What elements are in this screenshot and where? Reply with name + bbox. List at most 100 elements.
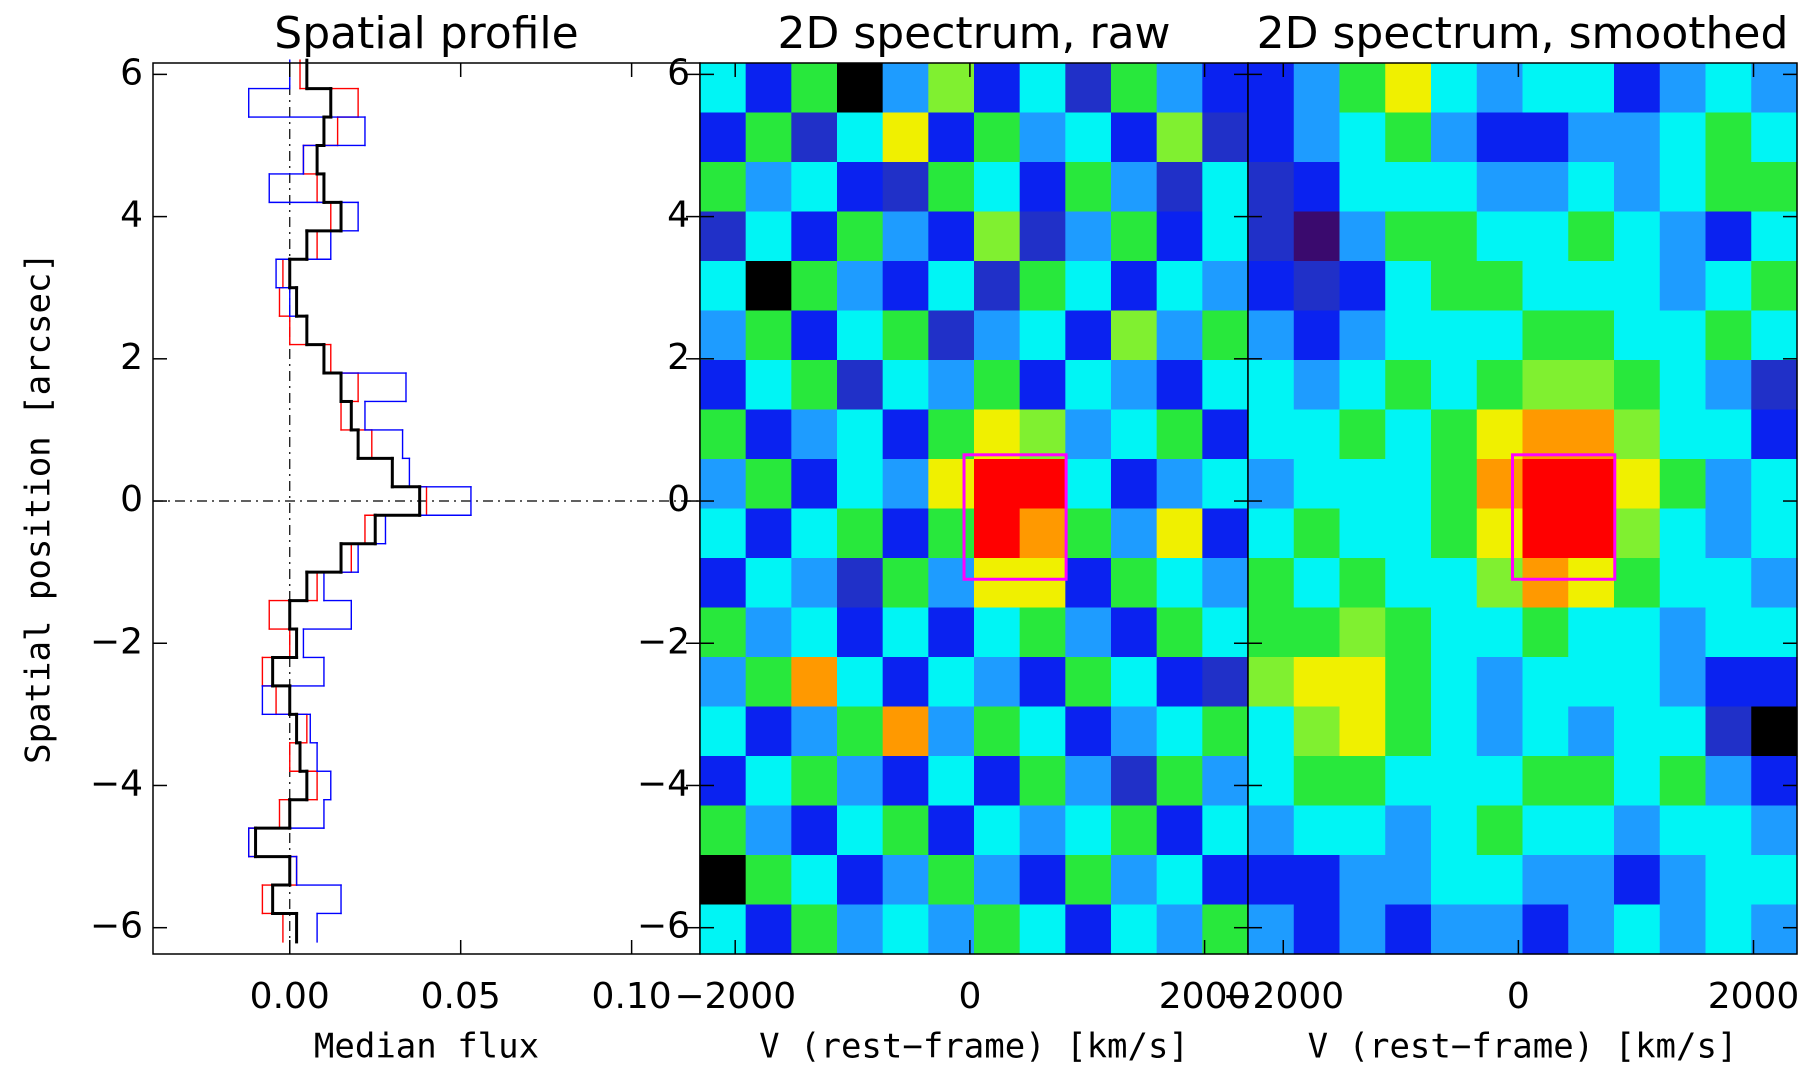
heatmap-cell xyxy=(1293,607,1341,658)
heatmap-cell xyxy=(1019,310,1066,361)
heatmap-cell xyxy=(1065,904,1112,955)
heatmap-cell xyxy=(1659,558,1707,609)
heatmap-cell xyxy=(1248,162,1295,213)
heatmap-cell xyxy=(837,459,884,510)
heatmap-cell xyxy=(928,904,975,955)
heatmap-cell xyxy=(1385,112,1432,163)
heatmap-cell xyxy=(882,756,929,807)
heatmap-cell xyxy=(1431,657,1478,708)
heatmap-cell xyxy=(1019,756,1066,807)
heatmap-cell xyxy=(745,657,792,708)
x-tick-label: 0.00 xyxy=(250,976,330,1017)
heatmap-cell xyxy=(837,261,884,312)
heatmap-cell xyxy=(700,211,747,262)
heatmap-cell xyxy=(1751,607,1798,658)
heatmap-cell xyxy=(1476,162,1524,213)
heatmap-cell xyxy=(1568,805,1615,856)
heatmap-cell xyxy=(928,607,975,658)
heatmap-cell xyxy=(1248,607,1295,658)
heatmap-cell xyxy=(1156,360,1203,411)
heatmap-cell xyxy=(837,756,884,807)
highlight-box xyxy=(962,453,1068,581)
heatmap-cell xyxy=(1568,756,1615,807)
heatmap-cell xyxy=(1705,558,1752,609)
heatmap-cell xyxy=(1111,855,1158,906)
heatmap-cell xyxy=(1293,459,1341,510)
heatmap-cell xyxy=(1293,310,1341,361)
heatmap-cell xyxy=(1065,409,1112,460)
heatmap-cell xyxy=(1248,360,1295,411)
heatmap-cell xyxy=(1522,558,1569,609)
heatmap-cell xyxy=(1476,855,1524,906)
heatmap-cell xyxy=(1202,360,1249,411)
heatmap-cell xyxy=(1705,360,1752,411)
heatmap-cell xyxy=(700,805,747,856)
heatmap-cell xyxy=(1614,459,1661,510)
heatmap-cell xyxy=(1476,112,1524,163)
heatmap-cell xyxy=(791,211,838,262)
heatmap-cell xyxy=(791,558,838,609)
heatmap-cell xyxy=(1019,211,1066,262)
heatmap-cell xyxy=(791,904,838,955)
heatmap-cell xyxy=(1065,706,1112,757)
heatmap-cell xyxy=(1156,904,1203,955)
heatmap-cell xyxy=(791,607,838,658)
heatmap-cell xyxy=(1659,607,1707,658)
panel-title: Spatial profile xyxy=(274,8,578,59)
heatmap-cell xyxy=(1065,459,1112,510)
heatmap-cell xyxy=(1385,805,1432,856)
heatmap-cell xyxy=(1568,162,1615,213)
heatmap-cell xyxy=(1522,360,1569,411)
heatmap-cell xyxy=(1248,657,1295,708)
heatmap-cell xyxy=(1293,904,1341,955)
heatmap-cell xyxy=(974,63,1021,114)
heatmap-cell xyxy=(745,706,792,757)
heatmap-cell xyxy=(1614,805,1661,856)
heatmap-cell xyxy=(928,63,975,114)
heatmap-cell xyxy=(700,607,747,658)
heatmap-cell xyxy=(1293,706,1341,757)
heatmap-cell xyxy=(745,360,792,411)
heatmap-cell xyxy=(1751,310,1798,361)
heatmap-cell xyxy=(974,805,1021,856)
heatmap-cell xyxy=(928,855,975,906)
heatmap-cell xyxy=(1614,360,1661,411)
heatmap-cell xyxy=(882,459,929,510)
heatmap-cell xyxy=(1385,508,1432,559)
heatmap-cell xyxy=(837,162,884,213)
heatmap-cell xyxy=(1614,112,1661,163)
heatmap-cell xyxy=(1705,805,1752,856)
heatmap-cell xyxy=(974,459,1021,510)
heatmap-cell xyxy=(837,63,884,114)
heatmap-cell xyxy=(1705,63,1752,114)
heatmap-cell xyxy=(1385,706,1432,757)
heatmap-cell xyxy=(1339,459,1386,510)
heatmap-cell xyxy=(1476,409,1524,460)
heatmap-cell xyxy=(1156,657,1203,708)
heatmap-cell xyxy=(1065,63,1112,114)
heatmap-cell xyxy=(1339,756,1386,807)
heatmap-cell xyxy=(1476,310,1524,361)
heatmap-cell xyxy=(1111,261,1158,312)
heatmap-cell xyxy=(1476,63,1524,114)
heatmap-cell xyxy=(974,112,1021,163)
heatmap-cell xyxy=(974,162,1021,213)
heatmap-cell xyxy=(1065,607,1112,658)
heatmap-cell xyxy=(1751,855,1798,906)
heatmap-cell xyxy=(1156,459,1203,510)
heatmap-cell xyxy=(1705,904,1752,955)
x-tick-label: 0.05 xyxy=(421,976,501,1017)
heatmap-cell xyxy=(1659,360,1707,411)
heatmap-cell xyxy=(1751,162,1798,213)
heatmap-cell xyxy=(1111,63,1158,114)
heatmap-cell xyxy=(1202,211,1249,262)
heatmap-cell xyxy=(1476,558,1524,609)
heatmap-cell xyxy=(1385,657,1432,708)
heatmap-cell xyxy=(1248,805,1295,856)
heatmap-cell xyxy=(1385,904,1432,955)
heatmap-cell xyxy=(1111,310,1158,361)
heatmap-cell xyxy=(1431,310,1478,361)
heatmap-cell xyxy=(791,459,838,510)
heatmap-cell xyxy=(1385,162,1432,213)
